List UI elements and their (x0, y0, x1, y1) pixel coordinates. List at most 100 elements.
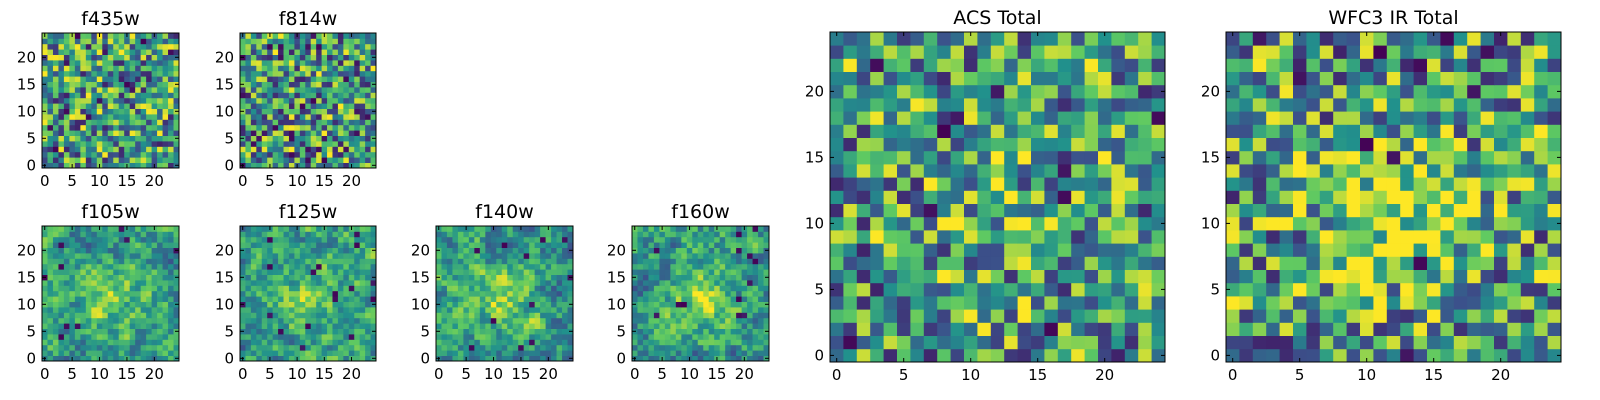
heatmap-cell (670, 274, 677, 281)
heatmap-cell (436, 350, 442, 356)
heatmap-cell (512, 350, 519, 356)
y-tick-label: 15 (607, 268, 626, 286)
heatmap-cell (47, 141, 54, 147)
heatmap-cell (436, 263, 442, 270)
heatmap-cell (91, 290, 98, 297)
heatmap-cell (856, 335, 871, 350)
heatmap-cell (870, 243, 884, 257)
heatmap-cell (102, 290, 109, 297)
heatmap-cell (157, 114, 163, 120)
heatmap-cell (1226, 164, 1240, 178)
heatmap-cell (523, 350, 530, 356)
heatmap-cell (697, 317, 704, 324)
heatmap-cell (283, 231, 290, 238)
heatmap-cell (923, 335, 938, 350)
heatmap-cell (551, 247, 557, 254)
heatmap-cell (343, 97, 350, 104)
heatmap-cell (436, 290, 442, 297)
heatmap-cell (85, 97, 92, 104)
heatmap-cell (151, 87, 158, 93)
heatmap-cell (856, 243, 871, 257)
heatmap-cell (856, 84, 871, 99)
heatmap-cell (1547, 282, 1562, 297)
heatmap-cell (124, 285, 131, 292)
heatmap-cell (910, 203, 925, 218)
heatmap-cell (359, 242, 366, 248)
heatmap-cell (316, 344, 322, 351)
heatmap-cell (157, 247, 163, 254)
heatmap-cell (736, 301, 742, 308)
heatmap-cell (1480, 164, 1495, 178)
heatmap-cell (256, 258, 263, 265)
heatmap-cell (162, 33, 169, 39)
heatmap-cell (534, 290, 541, 297)
heatmap-cell (47, 253, 54, 259)
heatmap-cell (261, 242, 268, 248)
heatmap-cell (1534, 269, 1548, 284)
heatmap-cell (146, 92, 152, 99)
heatmap-cell (272, 87, 279, 93)
heatmap-cell (977, 348, 992, 363)
heatmap-cell (457, 247, 464, 254)
heatmap-cell (337, 141, 344, 147)
heatmap-cell (923, 84, 938, 99)
heatmap-cell (124, 76, 131, 82)
heatmap-cell (69, 65, 76, 72)
heatmap-cell (752, 285, 759, 292)
heatmap-cell (157, 231, 163, 238)
heatmap-cell (479, 258, 486, 265)
heatmap-cell (529, 274, 536, 281)
heatmap-cell (310, 339, 317, 346)
heatmap-cell (703, 242, 710, 248)
heatmap-cell (348, 119, 355, 126)
heatmap-cell (162, 290, 169, 297)
heatmap-cell (474, 242, 481, 248)
heatmap-cell (80, 231, 87, 238)
heatmap-cell (359, 263, 366, 270)
heatmap-cell (354, 290, 361, 297)
heatmap-cell (763, 296, 770, 302)
heatmap-cells (42, 33, 180, 169)
heatmap-cell (692, 236, 699, 243)
heatmap-cell (653, 231, 660, 238)
heatmap-cell (146, 162, 152, 169)
heatmap-cell (730, 231, 737, 238)
heatmap-cell (118, 242, 125, 248)
heatmap-cell (741, 253, 748, 259)
heatmap-cell (1427, 190, 1441, 204)
heatmap-cell (1057, 58, 1072, 72)
heatmap-cell (96, 236, 103, 243)
heatmap-cell (288, 344, 295, 351)
heatmap-cell (1279, 282, 1294, 297)
heatmap-cell (485, 236, 492, 243)
heatmap-cell (124, 253, 131, 259)
heatmap-cell (250, 280, 257, 286)
heatmap-cell (85, 141, 92, 147)
heatmap-cell (681, 323, 688, 329)
heatmap-cell (299, 339, 306, 346)
heatmap-cell (370, 226, 377, 232)
heatmap-cell (113, 119, 120, 126)
heatmap-cell (457, 285, 464, 292)
heatmap-cell (85, 130, 92, 136)
heatmap-cell (950, 335, 965, 350)
heatmap-cell (343, 350, 350, 356)
heatmap-cell (758, 350, 764, 356)
heatmap-cell (1239, 348, 1254, 363)
heatmap-cell (124, 65, 131, 72)
heatmap-cell (719, 274, 726, 281)
heatmap-cell (883, 322, 898, 336)
heatmap-cell (1293, 243, 1307, 257)
heatmap-cell (80, 355, 87, 362)
heatmap-cell (321, 236, 328, 243)
heatmap-cell (556, 274, 563, 281)
heatmap-cell (523, 253, 530, 259)
heatmap-cell (719, 344, 726, 351)
heatmap-cell (96, 231, 103, 238)
heatmap-cell (664, 296, 671, 302)
heatmap-cells (436, 226, 574, 362)
heatmap-cell (47, 274, 54, 281)
heatmap-cell (85, 70, 92, 77)
heatmap-cell (512, 236, 519, 243)
heatmap-cell (642, 242, 649, 248)
